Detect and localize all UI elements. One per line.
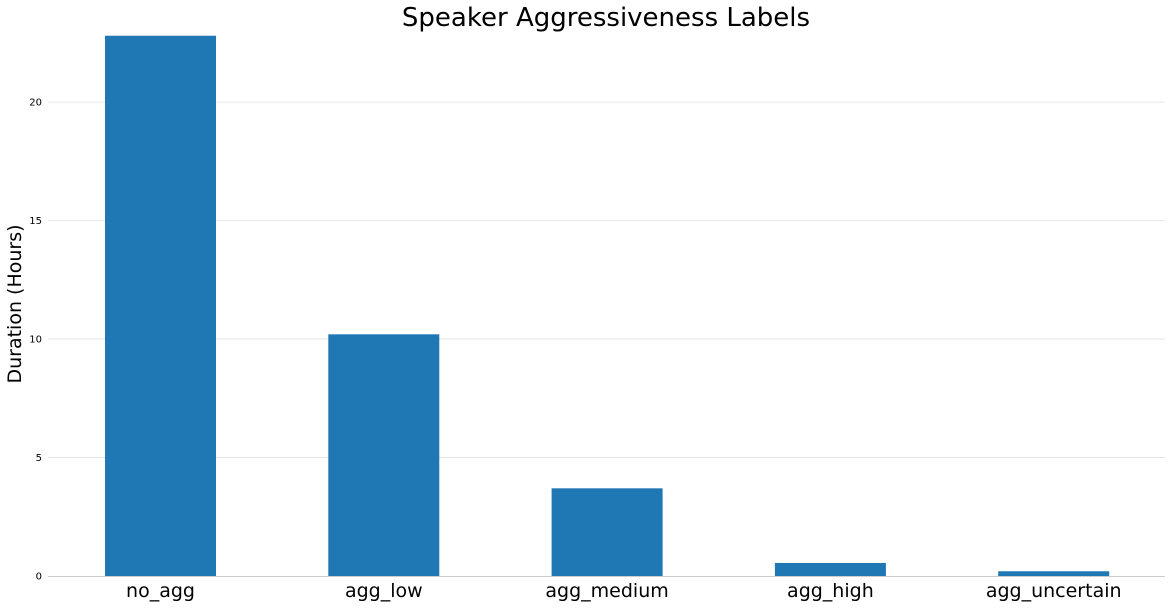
y-tick-label: 10 [29,335,42,346]
x-tick-label: agg_medium [545,580,668,602]
y-tick-label: 15 [29,216,42,227]
x-axis-ticks: no_agg agg_low agg_medium agg_high agg_uncer… [126,580,1122,602]
bar-agg-low [328,334,440,576]
bar-agg-medium [551,488,663,576]
y-axis-label: Duration (Hours) [4,224,26,383]
x-tick-label: agg_low [345,580,423,602]
y-tick-label: 5 [36,453,42,464]
bar-no-agg [105,35,216,576]
x-tick-label: agg_uncertain [986,580,1122,602]
chart-title: Speaker Aggressiveness Labels [402,3,810,33]
y-tick-label: 20 [29,98,42,109]
y-axis-ticks: 0 5 10 15 20 [29,98,42,583]
bar-agg-high [774,562,886,576]
bar-agg-uncertain [998,571,1110,576]
y-tick-label: 0 [36,572,42,583]
x-tick-label: no_agg [126,580,195,602]
bars [105,35,1110,576]
gridlines [48,101,1165,459]
x-tick-label: agg_high [787,580,874,602]
